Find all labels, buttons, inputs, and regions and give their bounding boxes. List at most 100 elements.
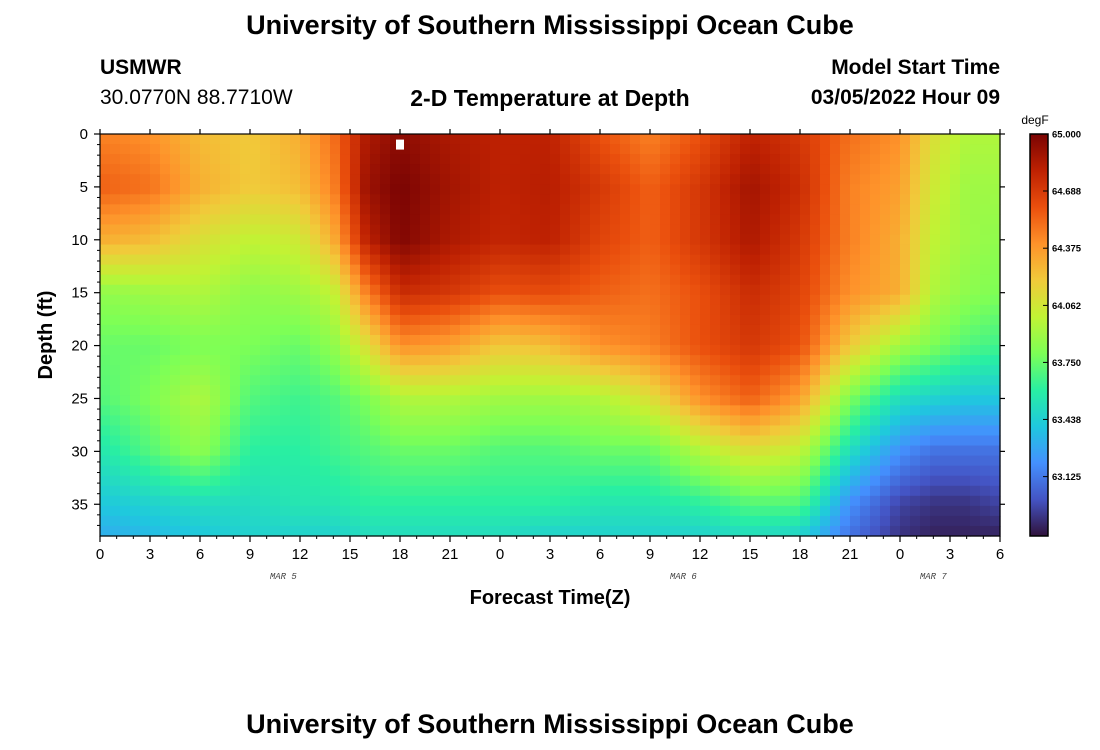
heatmap-cell [680, 304, 691, 316]
heatmap-cell [700, 204, 711, 215]
heatmap-cell [560, 174, 571, 185]
heatmap-cell [290, 425, 301, 437]
heatmap-cell [980, 284, 991, 296]
heatmap-cell [540, 355, 551, 366]
heatmap-cell [550, 365, 561, 376]
heatmap-cell [120, 365, 131, 376]
heatmap-cell [570, 375, 581, 386]
heatmap-cell [100, 345, 111, 356]
heatmap-cell [530, 224, 541, 236]
heatmap-cell [150, 335, 161, 346]
heatmap-cell [100, 284, 111, 296]
heatmap-cell [770, 485, 781, 497]
heatmap-cell [380, 224, 391, 236]
heatmap-cell [810, 475, 821, 487]
heatmap-cell [960, 294, 971, 306]
heatmap-cell [130, 445, 141, 457]
heatmap-cell [350, 234, 361, 246]
heatmap-cell [260, 214, 271, 226]
heatmap-cell [120, 314, 131, 326]
heatmap-cell [820, 505, 831, 517]
heatmap-cell [960, 425, 971, 437]
heatmap-cell [120, 294, 131, 306]
heatmap-cell [150, 204, 161, 215]
heatmap-cell [830, 465, 841, 477]
heatmap-cell [920, 134, 931, 145]
heatmap-cell [450, 284, 461, 296]
heatmap-cell [850, 455, 861, 467]
heatmap-cell [410, 144, 421, 155]
heatmap-cell [590, 405, 601, 416]
heatmap-cell [630, 375, 641, 386]
heatmap-cell [240, 294, 251, 306]
heatmap-cell [290, 274, 301, 286]
heatmap-cell [170, 355, 181, 366]
heatmap-cell [800, 485, 811, 497]
heatmap-cell [460, 144, 471, 155]
heatmap-cell [770, 525, 781, 537]
heatmap-cell [950, 174, 961, 185]
heatmap-cell [230, 395, 241, 406]
heatmap-cell [670, 304, 681, 316]
heatmap-cell [830, 475, 841, 487]
heatmap-cell [140, 324, 151, 336]
heatmap-cell [130, 355, 141, 366]
heatmap-cell [430, 355, 441, 366]
heatmap-cell [210, 264, 221, 276]
heatmap-cell [170, 395, 181, 406]
heatmap-cell [970, 194, 981, 205]
heatmap-cell [500, 204, 511, 215]
heatmap-cell [260, 455, 271, 467]
heatmap-cell [710, 375, 721, 386]
heatmap-cell [700, 324, 711, 336]
heatmap-cell [690, 194, 701, 205]
heatmap-cell [650, 174, 661, 185]
heatmap-cell [100, 254, 111, 266]
heatmap-cell [790, 164, 801, 175]
heatmap-cell [990, 375, 1001, 386]
heatmap-cell [580, 475, 591, 487]
heatmap-cell [110, 415, 121, 427]
heatmap-cell [570, 234, 581, 246]
heatmap-cell [640, 274, 651, 286]
heatmap-cell [770, 284, 781, 296]
x-date-label: MAR 7 [920, 572, 948, 582]
heatmap-cell [100, 415, 111, 427]
heatmap-cell [960, 244, 971, 256]
heatmap-cell [320, 214, 331, 226]
heatmap-cell [190, 505, 201, 517]
heatmap-cell [550, 505, 561, 517]
heatmap-cell [970, 244, 981, 256]
heatmap-cell [110, 435, 121, 447]
heatmap-cell [500, 445, 511, 457]
heatmap-cell [940, 254, 951, 266]
heatmap-cell [830, 335, 841, 346]
heatmap-cell [860, 294, 871, 306]
heatmap-cell [220, 314, 231, 326]
heatmap-cell [320, 294, 331, 306]
heatmap-cell [610, 194, 621, 205]
heatmap-cell [870, 475, 881, 487]
heatmap-cell [980, 204, 991, 215]
heatmap-cell [950, 154, 961, 165]
heatmap-cell [510, 475, 521, 487]
heatmap-cell [120, 204, 131, 215]
heatmap-cell [370, 304, 381, 316]
heatmap-cell [370, 475, 381, 487]
heatmap-cell [150, 174, 161, 185]
heatmap-cell [440, 435, 451, 447]
heatmap-cell [630, 445, 641, 457]
heatmap-cell [800, 164, 811, 175]
heatmap-cell [260, 405, 271, 416]
heatmap-cell [790, 525, 801, 537]
heatmap-cell [910, 465, 921, 477]
heatmap-cell [860, 314, 871, 326]
heatmap-cell [620, 214, 631, 226]
heatmap-cell [340, 495, 351, 507]
heatmap-cell [920, 144, 931, 155]
heatmap-cell [370, 385, 381, 396]
heatmap-cell [320, 395, 331, 406]
heatmap-cell [510, 294, 521, 306]
heatmap-cell [480, 144, 491, 155]
heatmap-cell [510, 324, 521, 336]
